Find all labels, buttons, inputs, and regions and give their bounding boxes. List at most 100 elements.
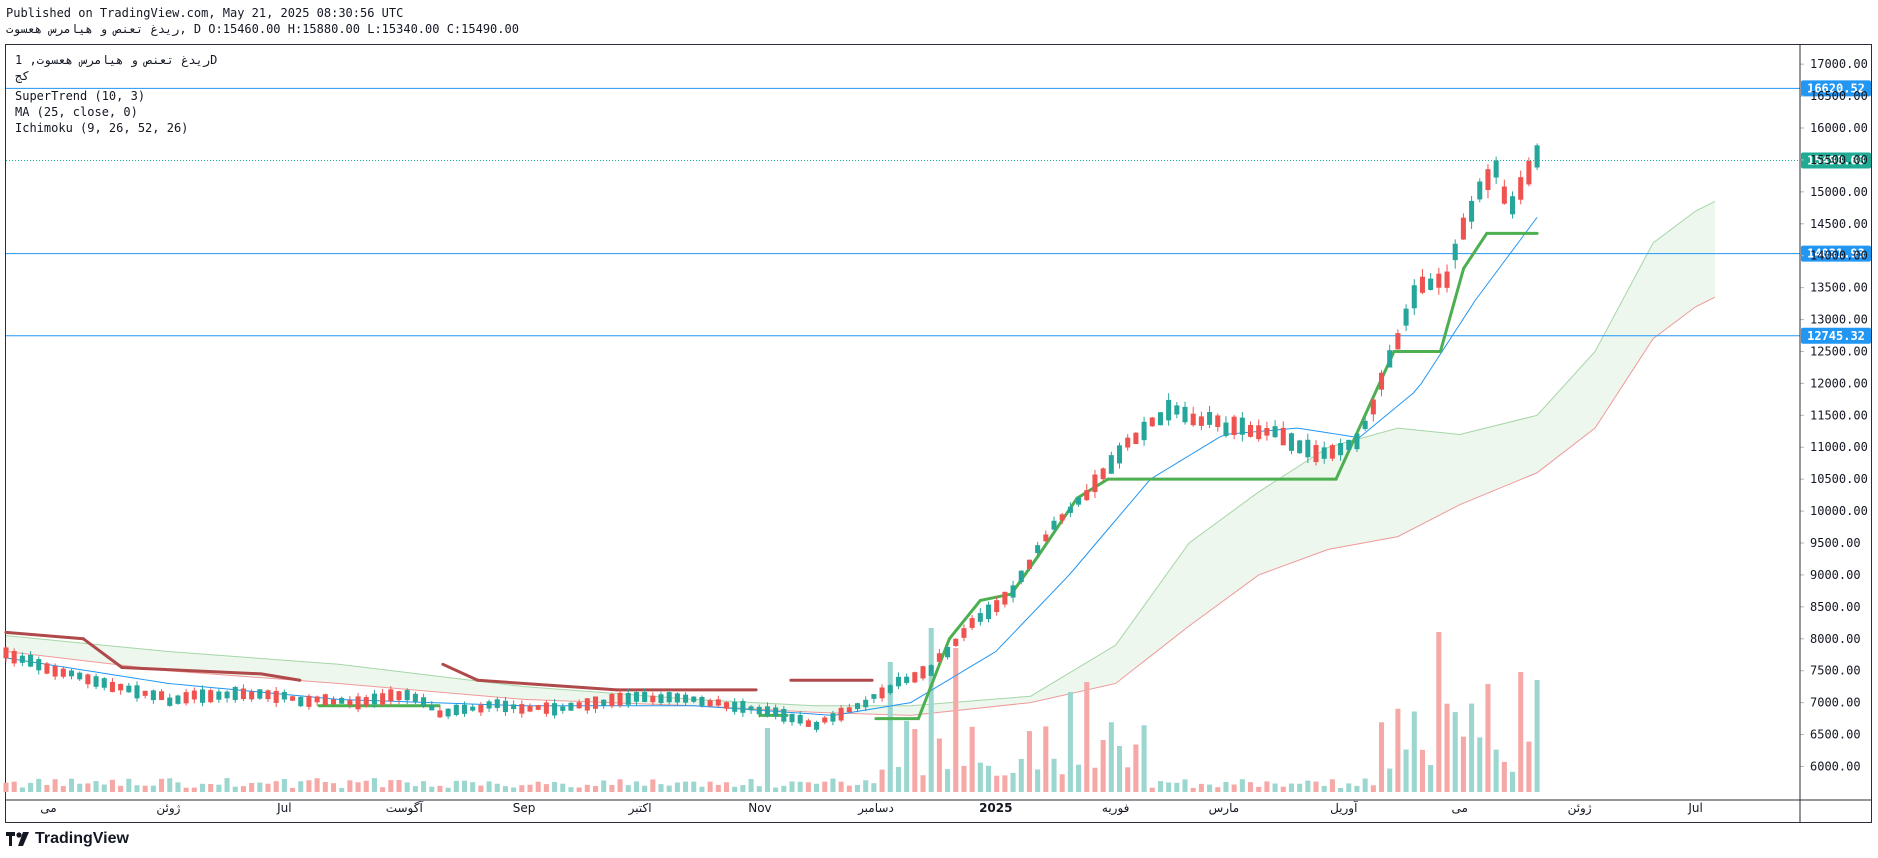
y-tick-label: 13000.00 xyxy=(1810,313,1868,327)
candle-body xyxy=(822,717,828,723)
y-tick-label: 16000.00 xyxy=(1810,121,1868,135)
candle-body xyxy=(150,690,156,701)
candle-body xyxy=(478,704,484,713)
x-tick-label: دسامبر xyxy=(857,801,894,816)
volume-bar xyxy=(945,769,951,792)
volume-bar xyxy=(609,785,615,792)
volume-bar xyxy=(306,780,312,792)
volume-bar xyxy=(1354,785,1360,792)
volume-bar xyxy=(838,781,844,792)
candle-body xyxy=(1231,416,1237,436)
volume-bar xyxy=(1509,771,1516,792)
candle-body xyxy=(552,703,558,716)
volume-bar xyxy=(1403,749,1409,792)
candle-body xyxy=(330,699,337,705)
legend-supertrend[interactable]: SuperTrend (10, 3) xyxy=(15,89,146,103)
y-tick-label: 7500.00 xyxy=(1810,664,1861,678)
volume-bar xyxy=(928,628,934,792)
candle-body xyxy=(814,721,820,730)
volume-bar xyxy=(1141,725,1147,792)
volume-bar xyxy=(707,781,713,792)
candle-body xyxy=(1141,421,1147,441)
candle-body xyxy=(1280,427,1286,446)
candle-body xyxy=(895,676,901,687)
candle-body xyxy=(1370,399,1376,415)
volume-bar xyxy=(445,787,451,792)
volume-bar xyxy=(486,781,492,792)
candle-body xyxy=(249,691,255,700)
candle-body xyxy=(1264,427,1270,436)
volume-bar xyxy=(281,779,287,792)
volume-bar xyxy=(527,784,533,792)
volume-bar xyxy=(846,785,852,792)
volume-bar xyxy=(961,765,967,792)
volume-bar xyxy=(1018,759,1024,792)
candle-body xyxy=(985,604,992,620)
y-tick-label: 6000.00 xyxy=(1810,759,1861,773)
volume-bar xyxy=(1256,786,1262,792)
volume-bar xyxy=(265,783,271,792)
volume-bar xyxy=(1133,744,1139,792)
candle-body xyxy=(511,704,517,710)
candle-body xyxy=(1485,169,1491,191)
candle-body xyxy=(85,674,91,685)
volume-bar xyxy=(1297,783,1303,792)
volume-bar xyxy=(1501,761,1507,792)
y-tick-label: 7000.00 xyxy=(1810,696,1861,710)
volume-bar xyxy=(977,762,983,792)
candle-body xyxy=(756,706,762,715)
volume-bar xyxy=(519,785,525,792)
supertrend-segment xyxy=(259,672,302,682)
candle-body xyxy=(126,685,132,693)
candle-body xyxy=(68,670,75,677)
candle-body xyxy=(1133,432,1139,444)
volume-bar xyxy=(1436,632,1442,792)
volume-bar xyxy=(85,783,91,792)
candle-body xyxy=(355,696,361,710)
volume-bar xyxy=(1125,767,1131,792)
candle-body xyxy=(93,676,99,687)
x-tick-label: Sep xyxy=(513,801,536,815)
candle-body xyxy=(961,628,967,638)
legend-ichimoku[interactable]: Ichimoku (9, 26, 52, 26) xyxy=(15,121,189,135)
volume-bar xyxy=(871,783,877,792)
candle-body xyxy=(445,708,451,717)
volume-bar xyxy=(805,782,811,792)
supertrend-segment xyxy=(1438,266,1466,353)
volume-bar xyxy=(429,786,435,792)
supertrend-segment xyxy=(441,662,480,682)
volume-bar xyxy=(1010,772,1016,792)
candle-body xyxy=(470,706,476,711)
candle-body xyxy=(740,700,746,713)
volume-bar xyxy=(748,779,754,792)
y-tick-label: 16500.00 xyxy=(1810,89,1868,103)
candle-body xyxy=(1190,413,1196,426)
volume-bar xyxy=(1305,780,1311,792)
volume-bar xyxy=(912,729,918,792)
candle-body xyxy=(928,665,934,676)
candle-body xyxy=(1313,445,1319,463)
supertrend-segment xyxy=(4,630,85,641)
supertrend-segment xyxy=(1334,401,1373,481)
volume-bar xyxy=(36,778,42,792)
candle-body xyxy=(1198,416,1204,426)
legend-ma[interactable]: MA (25, close, 0) xyxy=(15,105,138,119)
candle-body xyxy=(789,713,795,723)
chart-frame[interactable] xyxy=(5,44,1872,823)
volume-bar xyxy=(1362,778,1368,792)
volume-bar xyxy=(1043,726,1049,792)
x-tick-label: فوریه xyxy=(1102,801,1130,816)
volume-bar xyxy=(1076,764,1082,792)
volume-bar xyxy=(1231,784,1237,792)
candle-body xyxy=(224,691,230,699)
candle-body xyxy=(380,693,386,705)
candle-body xyxy=(1346,439,1352,450)
candle-body xyxy=(854,703,861,710)
candle-body xyxy=(52,666,58,677)
candle-body xyxy=(396,691,402,701)
volume-bar xyxy=(1207,784,1213,792)
y-tick-label: 9000.00 xyxy=(1810,568,1861,582)
legend-exchange: کج xyxy=(15,69,30,83)
candle-body xyxy=(216,691,222,700)
